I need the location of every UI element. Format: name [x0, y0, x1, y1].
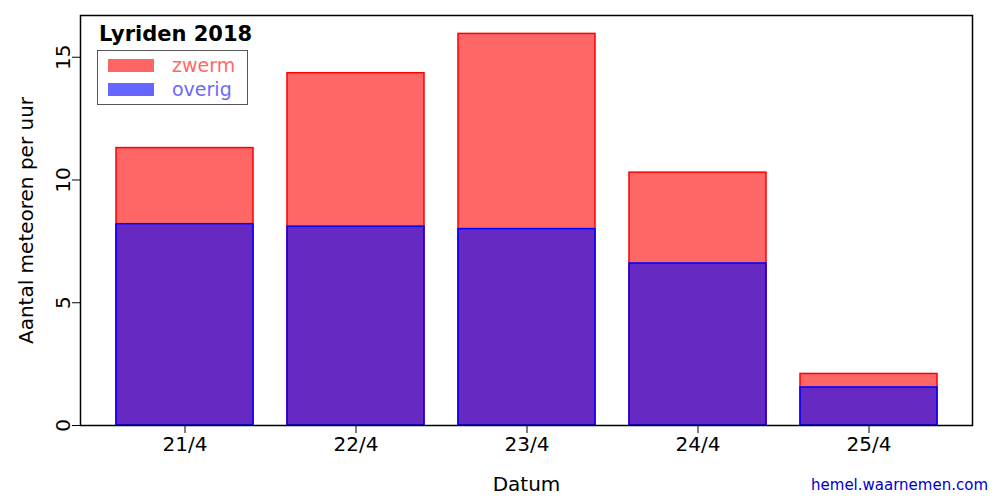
svg-text:5: 5: [51, 296, 75, 309]
svg-text:Datum: Datum: [493, 472, 561, 496]
svg-text:25/4: 25/4: [847, 432, 892, 456]
svg-text:23/4: 23/4: [505, 432, 550, 456]
html-text:overig: overig: [172, 78, 232, 100]
html-text:zwerm: zwerm: [172, 54, 236, 76]
svg-text:Aantal meteoren per uur: Aantal meteoren per uur: [14, 96, 38, 344]
html-text:hemel.waarnemen.com: hemel.waarnemen.com: [811, 476, 988, 494]
html-text:Lyriden 2018: Lyriden 2018: [99, 22, 253, 46]
svg-text:21/4: 21/4: [163, 432, 208, 456]
svg-text:15: 15: [51, 45, 75, 70]
svg-text:24/4: 24/4: [676, 432, 721, 456]
svg-text:22/4: 22/4: [334, 432, 379, 456]
svg-text:0: 0: [51, 419, 75, 432]
svg-text:10: 10: [51, 167, 75, 192]
